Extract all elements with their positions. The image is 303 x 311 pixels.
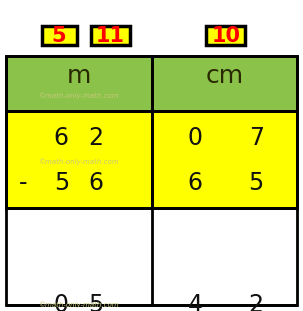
Bar	[91, 26, 130, 45]
Bar	[152, 111, 297, 208]
Text: 5: 5	[52, 26, 66, 46]
Bar	[6, 56, 297, 305]
Text: m: m	[67, 63, 91, 88]
Text: 5: 5	[248, 171, 264, 196]
Text: 6: 6	[89, 171, 104, 196]
Text: 5: 5	[88, 293, 104, 311]
Text: 0: 0	[54, 293, 69, 311]
Text: 2: 2	[249, 293, 264, 311]
Text: 11: 11	[96, 26, 125, 46]
Text: 0: 0	[188, 126, 203, 150]
Text: 4: 4	[188, 293, 203, 311]
Text: ©math-only-math.com: ©math-only-math.com	[38, 92, 119, 99]
Bar	[42, 26, 76, 45]
Text: 6: 6	[54, 126, 69, 150]
Bar	[6, 111, 152, 208]
Bar	[152, 56, 297, 111]
Text: -: -	[19, 171, 28, 196]
Text: cm: cm	[205, 63, 243, 88]
Text: 10: 10	[211, 26, 240, 46]
Text: ©math-only-math.com: ©math-only-math.com	[38, 301, 119, 308]
Text: 7: 7	[249, 126, 264, 150]
Text: 6: 6	[188, 171, 203, 196]
Bar	[206, 26, 245, 45]
Text: ©math-only-math.com: ©math-only-math.com	[38, 158, 119, 165]
Text: 5: 5	[54, 171, 69, 196]
Text: 2: 2	[89, 126, 104, 150]
Bar	[6, 56, 152, 111]
